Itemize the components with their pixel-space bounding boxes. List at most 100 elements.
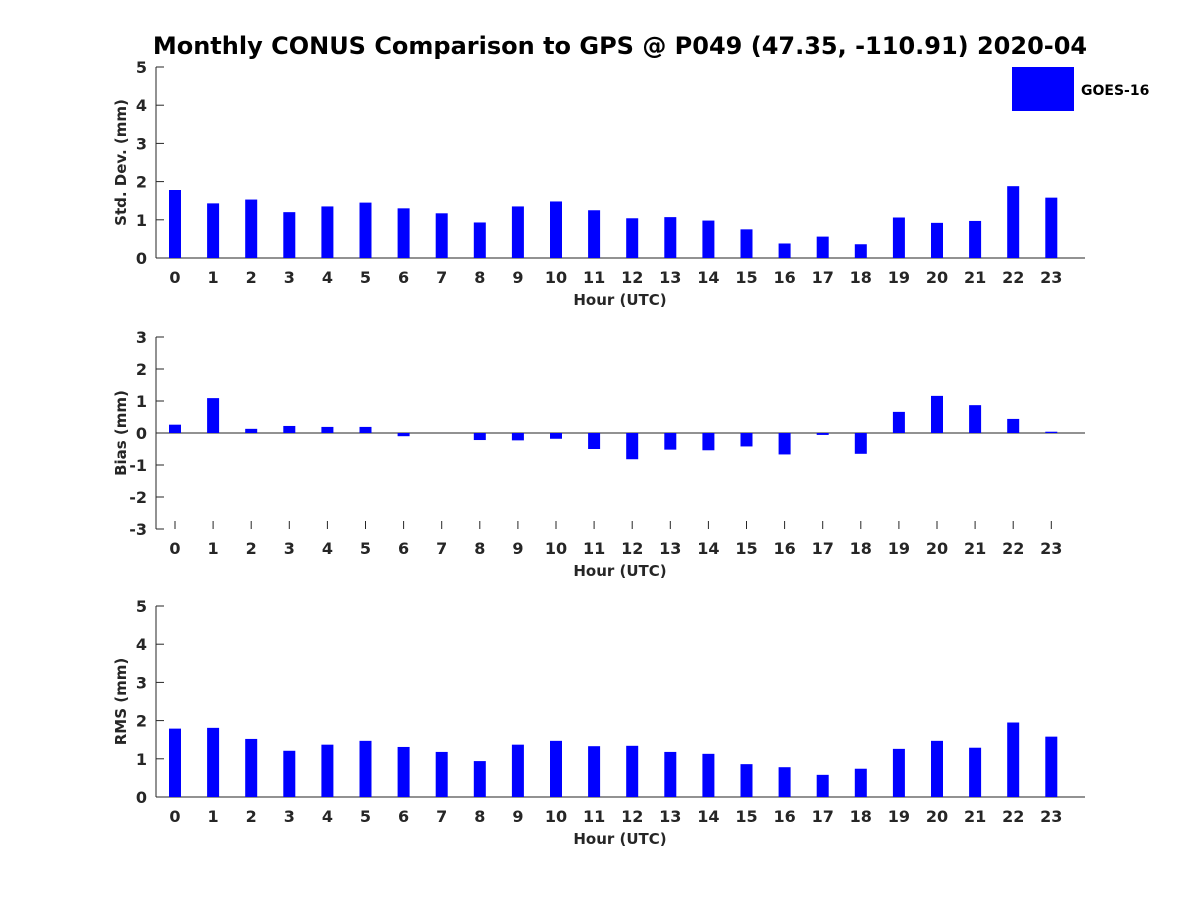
std-x-axis-label: Hour (UTC) [573,291,666,309]
bias-x-tick-label: 11 [583,539,605,558]
std-y-tick-label: 4 [136,96,147,115]
rms-bar-9 [511,744,524,797]
bias-x-tick-label: 15 [735,539,757,558]
std-x-tick-label: 7 [436,268,447,287]
bias-bar-17 [816,433,829,435]
bias-x-tick-label: 9 [512,539,523,558]
std-x-tick-label: 10 [545,268,567,287]
rms-y-axis-label: RMS (mm) [112,658,130,745]
std-x-tick-label: 15 [735,268,757,287]
rms-x-tick-label: 22 [1002,807,1024,826]
bias-x-tick-label: 18 [850,539,872,558]
bias-y-axis-label: Bias (mm) [112,390,130,476]
bias-x-tick-label: 19 [888,539,910,558]
std-bar-23 [1045,197,1058,258]
rms-bar-6 [397,746,410,797]
bias-x-tick-label: 7 [436,539,447,558]
rms-bar-13 [664,751,677,797]
bias-x-axis-label: Hour (UTC) [573,562,666,580]
bias-x-tick-label: 3 [284,539,295,558]
rms-x-tick-label: 19 [888,807,910,826]
std-bar-13 [664,217,677,258]
rms-bar-5 [359,740,372,797]
std-bar-4 [321,206,334,258]
rms-bar-18 [854,768,867,797]
bias-x-tick-label: 23 [1040,539,1062,558]
bias-bar-21 [969,405,982,433]
rms-x-tick-label: 21 [964,807,986,826]
std-x-tick-label: 22 [1002,268,1024,287]
std-bar-19 [892,217,905,258]
rms-bar-11 [588,746,601,797]
std-y-tick-label: 5 [136,58,147,77]
std-bar-15 [740,229,753,258]
rms-x-tick-label: 4 [322,807,333,826]
std-x-tick-label: 18 [850,268,872,287]
rms-x-tick-label: 6 [398,807,409,826]
bias-x-tick-label: 12 [621,539,643,558]
bias-x-tick-label: 21 [964,539,986,558]
bias-y-tick-label: -3 [129,520,147,539]
rms-y-tick-label: 3 [136,673,147,692]
std-x-tick-label: 6 [398,268,409,287]
rms-bar-4 [321,744,334,797]
std-x-tick-label: 2 [246,268,257,287]
std-bar-9 [511,206,524,258]
rms-bar-20 [931,740,943,797]
bias-bar-11 [588,433,601,449]
bias-x-tick-label: 0 [169,539,180,558]
rms-x-axis-label: Hour (UTC) [573,830,666,848]
std-x-tick-label: 11 [583,268,605,287]
rms-x-tick-label: 12 [621,807,643,826]
bias-x-tick-label: 5 [360,539,371,558]
bias-y-tick-label: 2 [136,360,147,379]
rms-x-tick-label: 3 [284,807,295,826]
std-x-tick-label: 17 [812,268,834,287]
std-bar-2 [245,199,258,258]
bias-y-tick-label: 1 [136,392,147,411]
bias-x-tick-label: 2 [246,539,257,558]
std-bar-8 [473,222,486,258]
bias-x-tick-label: 20 [926,539,948,558]
rms-x-tick-label: 20 [926,807,948,826]
bias-bar-19 [892,411,905,433]
rms-bar-19 [892,748,905,797]
rms-bar-2 [245,738,258,797]
rms-bar-15 [740,764,753,797]
bias-bar-12 [626,433,639,460]
std-bar-6 [397,208,410,258]
rms-x-tick-label: 18 [850,807,872,826]
std-x-tick-label: 1 [208,268,219,287]
bias-bar-9 [511,433,524,441]
rms-x-tick-label: 11 [583,807,605,826]
bias-bar-3 [283,425,296,433]
bias-bar-1 [207,398,220,433]
rms-x-tick-label: 7 [436,807,447,826]
std-bar-7 [435,213,448,258]
std-x-tick-label: 20 [926,268,948,287]
rms-bar-3 [283,750,296,797]
std-bar-0 [169,190,181,258]
chart-title: Monthly CONUS Comparison to GPS @ P049 (… [153,32,1087,60]
bias-bar-14 [702,433,715,451]
std-bar-1 [207,203,220,258]
std-bar-10 [550,201,562,258]
legend-swatch [1012,67,1074,111]
std-y-axis-label: Std. Dev. (mm) [112,99,130,226]
rms-bar-23 [1045,736,1058,797]
rms-bar-12 [626,745,639,797]
rms-y-tick-label: 5 [136,597,147,616]
rms-x-tick-label: 13 [659,807,681,826]
rms-bar-21 [969,747,982,797]
std-y-tick-label: 2 [136,173,147,192]
rms-bar-17 [816,774,829,797]
bias-bar-20 [931,395,943,433]
std-bar-16 [778,243,791,258]
legend: GOES-16 [1012,67,1149,111]
bias-bar-15 [740,433,753,447]
bias-bar-2 [245,428,258,433]
rms-x-tick-label: 5 [360,807,371,826]
bias-x-tick-label: 10 [545,539,567,558]
std-x-tick-label: 21 [964,268,986,287]
